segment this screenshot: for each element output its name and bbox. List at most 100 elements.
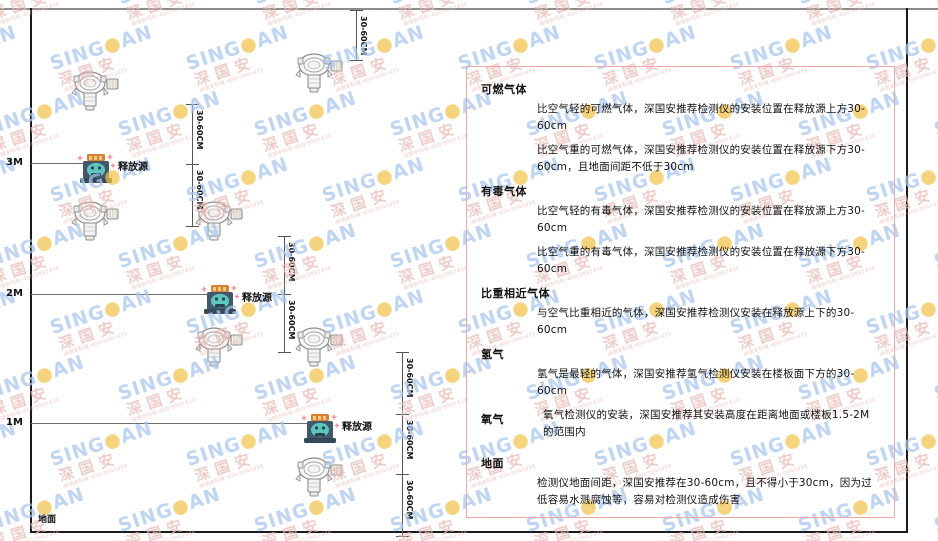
dimension-tick xyxy=(396,536,409,537)
watermark-brand: SING●AN xyxy=(0,0,87,9)
dimension-tick xyxy=(396,474,409,475)
watermark-brand: SING●AN xyxy=(931,366,938,406)
axis-label-2m: 2M xyxy=(6,288,23,299)
gas-detector xyxy=(66,66,122,116)
watermark-brand-cn: 深国安 xyxy=(260,118,326,156)
ground-label: 地面 xyxy=(38,515,57,525)
watermark-sub: 深国安科技-400-0061434 xyxy=(130,397,197,424)
frame-left-axis xyxy=(30,8,32,533)
watermark-brand: SING●AN xyxy=(659,0,767,9)
release-source-label: 释放源 xyxy=(118,162,148,173)
gas-detector-icon xyxy=(295,53,343,93)
watermark-sub: 深国安科技-400-0061434 xyxy=(266,133,333,160)
dimension-tick xyxy=(350,10,363,11)
level-line-1m xyxy=(31,423,316,424)
guideline-section-title: 比重相近气体 xyxy=(481,287,550,300)
watermark-brand: SING●AN xyxy=(523,0,631,9)
guideline-paragraph: 比空气轻的可燃气体，深国安推荐检测仪的安装位置在释放源上方30-60cm xyxy=(537,103,866,132)
watermark-brand: SING●AN xyxy=(931,102,938,142)
watermark-sub: 深国安科技-400-0061434 xyxy=(334,67,401,94)
gas-detector xyxy=(290,48,346,98)
watermark-brand-cn: 深国安 xyxy=(0,382,54,420)
watermark-brand-cn: 深国安 xyxy=(0,0,54,24)
gas-detector-icon xyxy=(71,201,119,241)
watermark-brand-cn: 深国安 xyxy=(532,0,598,24)
watermark-sub: 深国安科技-400-0061434 xyxy=(198,67,265,94)
watermark-brand: SING●AN xyxy=(387,0,495,9)
release-source-icon xyxy=(201,285,240,314)
guideline-paragraph: 比空气重的可燃气体，深国安推荐检测仪的安装位置在释放源下方30-60cm，且地面… xyxy=(537,144,866,173)
guideline-section-title: 氢气 xyxy=(481,348,504,361)
release-source-icon xyxy=(77,154,116,183)
installation-guidelines-panel: 可燃气体 比空气轻的可燃气体，深国安推荐检测仪的安装位置在释放源上方30-60cm… xyxy=(466,66,895,518)
watermark-sub: 深国安科技-400-0061434 xyxy=(62,463,129,490)
guideline-paragraph: 与空气比重相近的气体，深国安推荐检测仪安装在释放源上下的30-60cm xyxy=(537,307,855,336)
dimension-line xyxy=(356,10,357,60)
frame-right-line xyxy=(906,8,908,533)
watermark-brand-cn: 深国安 xyxy=(668,0,734,24)
dimension-tick xyxy=(278,236,291,237)
dimension-line xyxy=(402,352,403,536)
watermark-brand-cn: 深国安 xyxy=(0,305,24,353)
dimension-tick xyxy=(186,226,199,227)
watermark-sub: 深国安科技-400-0061434 xyxy=(334,199,401,226)
guideline-paragraph: 比空气重的有毒气体，深国安推荐检测仪的安装位置在释放源下方30-60cm xyxy=(537,246,866,275)
watermark-brand-cn: 深国安 xyxy=(124,250,190,288)
watermark-brand-cn: 深国安 xyxy=(0,41,24,89)
level-line-2m xyxy=(31,294,216,295)
dimension-tick xyxy=(186,164,199,165)
release-source xyxy=(200,283,240,321)
gas-detector xyxy=(290,322,346,372)
watermark-brand-cn: 深国安 xyxy=(328,184,394,222)
guideline-section-title: 可燃气体 xyxy=(481,83,527,96)
watermark-brand: SING●AN xyxy=(931,498,938,538)
guideline-section-title: 氧气 xyxy=(481,413,504,426)
watermark-sub: 深国安科技-400-0061434 xyxy=(0,1,61,28)
watermark-brand-cn: 深国安 xyxy=(0,173,24,221)
release-source-label: 释放源 xyxy=(342,422,372,433)
watermark-sub: 深国安科技-400-0061434 xyxy=(0,322,26,358)
dimension-label: 30-60CM xyxy=(405,420,414,460)
dimension-tick xyxy=(278,352,291,353)
watermark-brand-cn: 深国安 xyxy=(192,52,258,90)
watermark-brand: SING●AN xyxy=(319,153,428,208)
gas-detector xyxy=(190,322,246,372)
watermark-brand-cn: 深国安 xyxy=(260,514,326,541)
release-source-icon xyxy=(301,414,340,443)
gas-detector-icon xyxy=(295,457,343,497)
watermark-sub: 深国安科技-400-0061434 xyxy=(130,1,197,28)
dimension-tick xyxy=(186,104,199,105)
guideline-paragraph: 氧气检测仪的安装，深国安推荐其安装高度在距离地面或楼板1.5-2M的范围内 xyxy=(543,409,870,438)
axis-label-3m: 3M xyxy=(6,157,23,168)
watermark-brand-cn: 深国安 xyxy=(0,250,54,288)
watermark-brand-cn: 深国安 xyxy=(192,448,258,486)
release-source xyxy=(300,412,340,450)
guideline-paragraph: 检测仪地面间距，深国安推荐在30-60cm，且不得小于30cm，因为过低容易水溅… xyxy=(537,477,872,506)
watermark-sub: 深国安科技-400-0061434 xyxy=(402,1,469,28)
watermark-brand: SING●AN xyxy=(795,0,903,9)
dimension-group: 30-60CM 30-60CM 30-60CM xyxy=(396,352,456,537)
dimension-line xyxy=(192,104,193,226)
watermark-brand: SING●AN xyxy=(931,0,938,9)
guideline-section-title: 有毒气体 xyxy=(481,185,527,198)
dimension-group: 30-60CM 30-60CM xyxy=(186,104,246,227)
watermark-brand-cn: 深国安 xyxy=(124,0,190,24)
watermark-brand: SING●AN xyxy=(251,0,359,9)
guideline-paragraph: 比空气轻的有毒气体，深国安推荐检测仪的安装位置在释放源上方30-60cm xyxy=(537,205,866,234)
dimension-label: 30-60CM xyxy=(195,110,204,150)
